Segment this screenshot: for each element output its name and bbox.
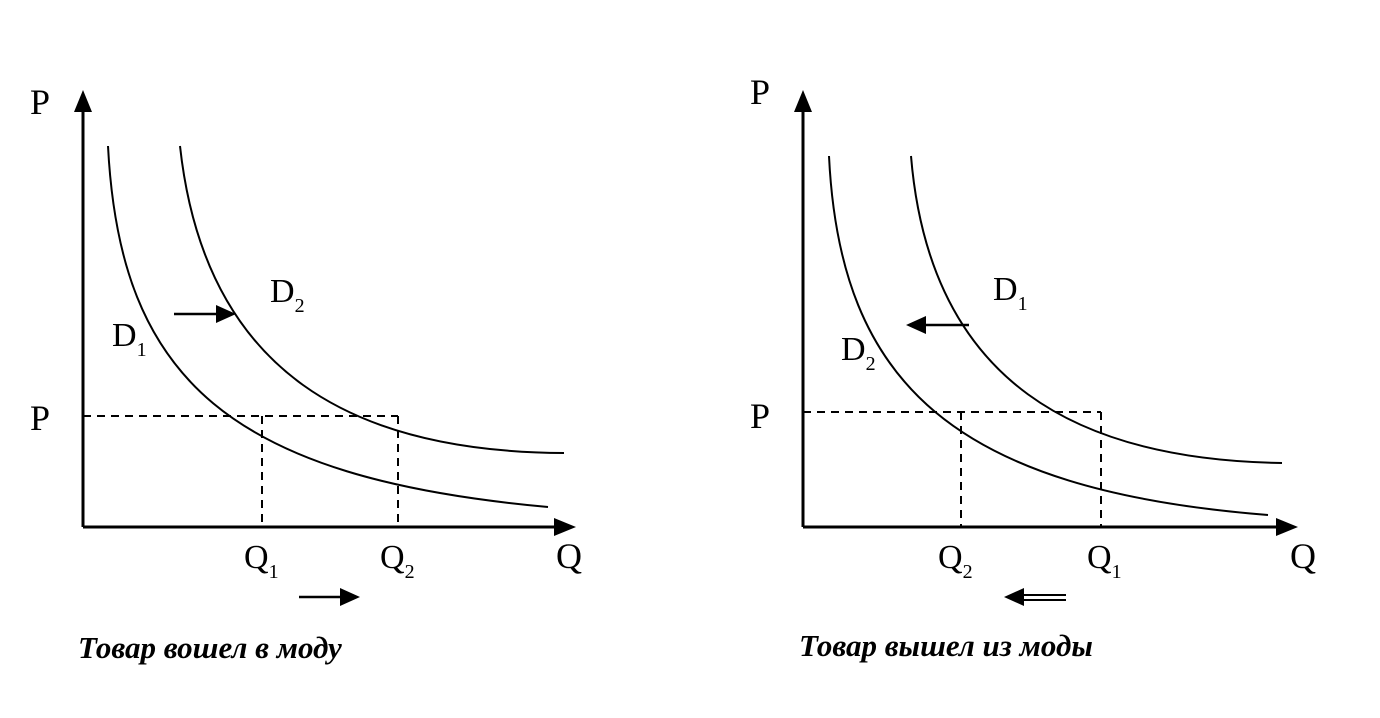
demand-curve-d1 — [910, 155, 1283, 464]
curve-shift-left-arrow — [906, 316, 969, 334]
quantity-shift-left-arrow — [1004, 588, 1066, 606]
price-level-label: P — [30, 398, 50, 438]
x-axis-label: Q — [556, 536, 582, 576]
y-axis-label: P — [750, 72, 770, 112]
label-q2: Q2 — [938, 539, 973, 583]
demand-curve-d2 — [828, 155, 1269, 516]
panel-fashion-in: P Q P D1 D2 Q1 Q2 То — [30, 82, 582, 665]
y-axis-arrowhead — [74, 90, 92, 112]
x-axis-arrowhead — [1276, 518, 1298, 536]
label-d2: D2 — [841, 331, 876, 375]
x-axis-arrowhead — [554, 518, 576, 536]
label-q1: Q1 — [1087, 539, 1122, 583]
price-level-label: P — [750, 396, 770, 436]
demand-curve-d2 — [179, 145, 565, 454]
caption-fashion-in: Товар вошел в моду — [78, 630, 342, 665]
demand-curve-d1 — [107, 145, 549, 508]
label-d2: D2 — [270, 273, 305, 317]
quantity-shift-right-arrow — [299, 588, 360, 606]
label-q2: Q2 — [380, 539, 415, 583]
caption-fashion-out: Товар вышел из моды — [799, 628, 1093, 663]
label-q1: Q1 — [244, 539, 279, 583]
curve-shift-right-arrow — [174, 305, 236, 323]
x-axis-label: Q — [1290, 536, 1316, 576]
label-d1: D1 — [993, 271, 1028, 315]
panel-fashion-out: P Q P D2 D1 Q2 Q1 — [750, 72, 1316, 663]
label-d1: D1 — [112, 317, 147, 361]
y-axis-arrowhead — [794, 90, 812, 112]
y-axis-label: P — [30, 82, 50, 122]
